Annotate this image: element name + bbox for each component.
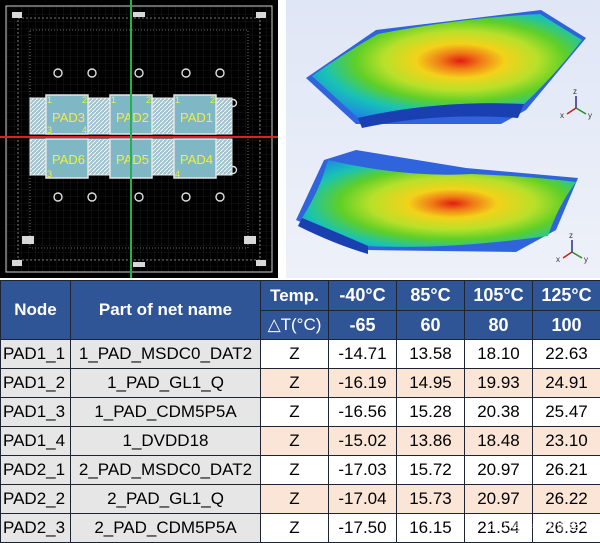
deformation-value-cell: 20.97	[465, 456, 533, 485]
net-name-cell: 2_PAD_MSDC0_DAT2	[71, 456, 261, 485]
axis-label-y: y	[588, 111, 592, 120]
pad-label: PAD3	[52, 110, 85, 125]
deformation-value-cell: -16.19	[329, 369, 397, 398]
warpage-simulation-view: z y x z y x	[286, 0, 600, 278]
pad-corner-mark: 4	[175, 169, 180, 179]
header-delta-value: 100	[533, 311, 600, 340]
node-cell: PAD2_3	[1, 514, 71, 543]
axis-label-z: z	[573, 87, 577, 96]
deformation-value-cell: 15.72	[397, 456, 465, 485]
pad-label: PAD5	[116, 152, 149, 167]
direction-cell: Z	[261, 340, 329, 369]
node-cell: PAD1_2	[1, 369, 71, 398]
pad-corner-mark: 2	[210, 95, 215, 105]
net-name-cell: 1_PAD_MSDC0_DAT2	[71, 340, 261, 369]
deformation-value-cell: 16.15	[397, 514, 465, 543]
deformation-value-cell: 13.58	[397, 340, 465, 369]
deformation-value-cell: 25.47	[533, 398, 600, 427]
pad-label: PAD1	[180, 110, 213, 125]
header-delta-value: -65	[329, 311, 397, 340]
deformation-value-cell: 23.10	[533, 427, 600, 456]
pad-label: PAD4	[180, 152, 213, 167]
header-temp-value: 125°C	[533, 281, 600, 311]
pad-corner-mark: 1	[175, 95, 180, 105]
thermal-deformation-table: Node Part of net name Temp. -40°C 85°C 1…	[0, 280, 600, 543]
deformation-value-cell: -14.71	[329, 340, 397, 369]
deformation-value-cell: 14.95	[397, 369, 465, 398]
header-delta-t: △T(°C)	[261, 311, 329, 340]
pad-label: PAD2	[116, 110, 149, 125]
deformation-value-cell: -16.56	[329, 398, 397, 427]
header-temp-value: 85°C	[397, 281, 465, 311]
node-cell: PAD2_1	[1, 456, 71, 485]
direction-cell: Z	[261, 369, 329, 398]
pad-corner-mark: 3	[47, 125, 52, 135]
direction-cell: Z	[261, 514, 329, 543]
net-name-cell: 1_PAD_CDM5P5A	[71, 398, 261, 427]
pcb-layout-canvas: PAD3 PAD2 PAD1 PAD6 PAD5 PAD4 1 2 3 4 1 …	[0, 0, 278, 278]
net-name-cell: 1_DVDD18	[71, 427, 261, 456]
deformation-value-cell: -17.50	[329, 514, 397, 543]
header-node: Node	[1, 281, 71, 340]
pad-label: PAD6	[52, 152, 85, 167]
net-name-cell: 2_PAD_GL1_Q	[71, 485, 261, 514]
deformation-value-cell: 19.93	[465, 369, 533, 398]
deformation-value-cell: 18.10	[465, 340, 533, 369]
header-temp-value: -40°C	[329, 281, 397, 311]
deformation-value-cell: -15.02	[329, 427, 397, 456]
deformation-value-cell: -17.03	[329, 456, 397, 485]
node-cell: PAD1_1	[1, 340, 71, 369]
axis-triad-bottom	[563, 240, 582, 258]
deformation-value-cell: 18.48	[465, 427, 533, 456]
warpage-canvas: z y x z y x	[286, 0, 600, 278]
deformation-value-cell: 15.73	[397, 485, 465, 514]
watermark-text: 公众号 · 泰丰瑞电子	[485, 517, 592, 534]
warped-plate-top	[306, 10, 586, 128]
deformation-value-cell: 26.21	[533, 456, 600, 485]
net-name-cell: 1_PAD_GL1_Q	[71, 369, 261, 398]
node-cell: PAD1_4	[1, 427, 71, 456]
pad-corner-mark: 4	[82, 125, 87, 135]
warped-plate-bottom	[296, 150, 578, 254]
header-delta-value: 60	[397, 311, 465, 340]
deformation-value-cell: 26.22	[533, 485, 600, 514]
deformation-value-cell: 20.38	[465, 398, 533, 427]
direction-cell: Z	[261, 398, 329, 427]
axis-label-z: z	[569, 231, 573, 240]
header-delta-value: 80	[465, 311, 533, 340]
pad-corner-mark: 2	[82, 95, 87, 105]
axis-label-x: x	[556, 255, 560, 264]
node-cell: PAD2_2	[1, 485, 71, 514]
pad-corner-mark: 3	[47, 169, 52, 179]
axis-label-y: y	[584, 255, 588, 264]
net-name-cell: 2_PAD_CDM5P5A	[71, 514, 261, 543]
deformation-value-cell: 13.86	[397, 427, 465, 456]
deformation-value-cell: 20.97	[465, 485, 533, 514]
header-net-name: Part of net name	[71, 281, 261, 340]
deformation-value-cell: 24.91	[533, 369, 600, 398]
direction-cell: Z	[261, 456, 329, 485]
header-temp-value: 105°C	[465, 281, 533, 311]
deformation-value-cell: -17.04	[329, 485, 397, 514]
axis-label-x: x	[560, 111, 564, 120]
header-temp: Temp.	[261, 281, 329, 311]
node-cell: PAD1_3	[1, 398, 71, 427]
deformation-value-cell: 22.63	[533, 340, 600, 369]
deformation-value-cell: 15.28	[397, 398, 465, 427]
pad-corner-mark: 2	[146, 95, 151, 105]
pad-corner-mark: 1	[47, 95, 52, 105]
axis-triad-top	[567, 96, 586, 114]
direction-cell: Z	[261, 485, 329, 514]
pad-corner-mark: 1	[111, 95, 116, 105]
pcb-layout-view: PAD3 PAD2 PAD1 PAD6 PAD5 PAD4 1 2 3 4 1 …	[0, 0, 278, 278]
direction-cell: Z	[261, 427, 329, 456]
